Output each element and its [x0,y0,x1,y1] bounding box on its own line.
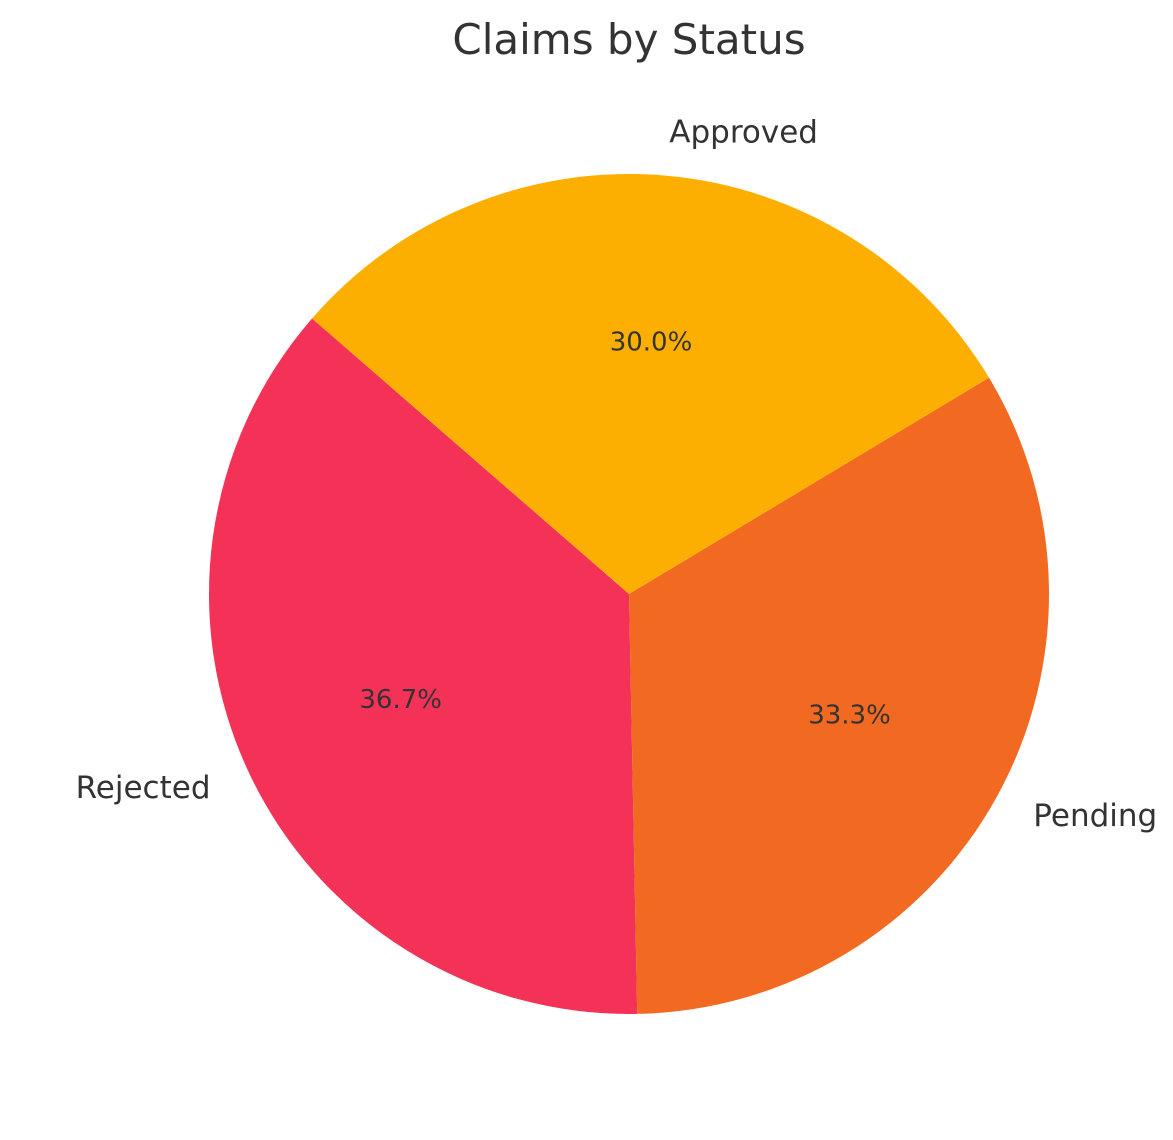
slice-pct-approved: 30.0% [610,328,693,358]
slice-pct-rejected: 36.7% [359,685,442,715]
pie-slice-approved [312,173,990,595]
pie-slice-rejected [209,318,638,1015]
slice-label-pending: Pending [1033,798,1157,834]
chart-title: Claims by Status [452,15,805,64]
pie-slices [209,173,1050,1015]
pie-slice-pending [629,377,1050,1014]
slice-pct-pending: 33.3% [808,700,891,730]
slice-label-approved: Approved [669,114,818,150]
slice-label-rejected: Rejected [76,770,211,806]
pie-labels: Rejected 36.7% Pending 33.3% Approved 30.0% [76,114,1158,834]
